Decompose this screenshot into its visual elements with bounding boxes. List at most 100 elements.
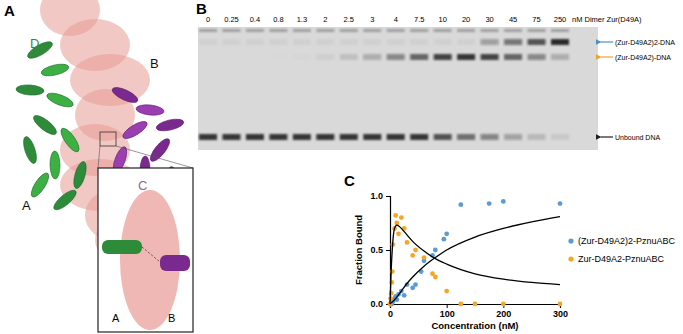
- chain-green: [16, 39, 89, 213]
- helix: [28, 171, 52, 200]
- gel-band: [340, 39, 358, 45]
- chain-label: C: [138, 178, 147, 193]
- helix: [110, 85, 140, 106]
- gel-band: [410, 39, 428, 45]
- tick-label: 300: [553, 309, 568, 319]
- tick-label: 0.0: [370, 299, 383, 309]
- lane-label: 4: [394, 15, 398, 24]
- inset-helix: [102, 240, 142, 254]
- helix: [21, 135, 39, 165]
- gel-well: [504, 29, 522, 32]
- gel-well: [410, 29, 428, 32]
- lane-label: 7.5: [414, 15, 424, 24]
- tick: 0.5: [370, 245, 390, 255]
- legend-marker: [568, 238, 573, 243]
- point: [413, 248, 418, 253]
- lane-label: 2: [323, 15, 327, 24]
- gel-band: [528, 134, 546, 140]
- inset-label: A: [112, 312, 120, 324]
- point: [413, 282, 418, 287]
- gel-band: [551, 134, 569, 140]
- band-label: Unbound DNA: [615, 134, 660, 141]
- gel-band: [504, 54, 522, 60]
- x-axis: 0100200300: [388, 304, 568, 319]
- y-axis: 0.0 0.5 1.0: [370, 191, 390, 309]
- lane-label: 0.4: [250, 15, 260, 24]
- point: [458, 302, 463, 307]
- panel-label: C: [344, 172, 355, 189]
- helix: [45, 90, 75, 109]
- gel-band: [269, 134, 287, 140]
- gel-well: [434, 29, 452, 32]
- band-arrow: [601, 56, 613, 57]
- gel-well: [199, 29, 217, 32]
- gel-band: [222, 39, 240, 45]
- legend-label: Zur-D49A2-PznuABC: [578, 254, 665, 264]
- point: [558, 201, 563, 206]
- gel-band: [363, 134, 381, 140]
- tick-mark: [386, 250, 390, 251]
- panel-label: A: [4, 2, 15, 19]
- gel-well: [363, 29, 381, 32]
- gel-band: [387, 134, 405, 140]
- gel-band: [434, 134, 452, 140]
- lane-label: 3: [370, 15, 374, 24]
- inset-helix: [160, 255, 190, 271]
- tick-label: 1.0: [370, 191, 383, 201]
- lane-label: 0.25: [224, 15, 239, 24]
- gel-band: [293, 39, 311, 45]
- point: [441, 237, 446, 242]
- tick-label: 0: [388, 309, 393, 319]
- lane-label: 2.5: [344, 15, 354, 24]
- point: [402, 293, 407, 298]
- point: [558, 302, 563, 307]
- gel-well: [269, 29, 287, 32]
- tick-label: 100: [440, 309, 455, 319]
- band-arrow: [601, 136, 613, 137]
- panel-c: C01002003000.00.51.0Concentration (nM)Fr…: [344, 172, 676, 331]
- gel-band: [293, 54, 311, 60]
- gel-band: [269, 54, 287, 60]
- lane-label: 0.8: [273, 15, 283, 24]
- panel-b: B00.250.40.81.322.5347.51020304575250nM …: [196, 0, 675, 150]
- gel-well: [340, 29, 358, 32]
- point: [473, 302, 478, 307]
- lane-label: 0: [206, 15, 210, 24]
- gel-band: [316, 39, 334, 45]
- gel-band: [340, 134, 358, 140]
- gel-band: [269, 39, 287, 45]
- gel-well: [293, 29, 311, 32]
- gel-well: [387, 29, 405, 32]
- lane-label: 75: [532, 15, 540, 24]
- helix: [58, 126, 82, 155]
- point: [444, 289, 449, 294]
- point: [433, 248, 438, 253]
- legend-label: (Zur-D49A2)2-PznuABC: [578, 236, 676, 246]
- gel-band: [410, 54, 428, 60]
- gel-well: [246, 29, 264, 32]
- gel-band: [481, 54, 499, 60]
- fit-line: [390, 217, 560, 304]
- gel-band: [504, 39, 522, 45]
- gel-bands: [199, 29, 569, 140]
- point: [389, 291, 394, 296]
- inset-frame: [98, 168, 193, 332]
- lane-label: 30: [485, 15, 493, 24]
- lane-unit: nM Dimer Zur(D49A): [572, 15, 642, 24]
- lane-label: 10: [438, 15, 446, 24]
- gel-band: [457, 39, 475, 45]
- plot-marks: [388, 199, 563, 306]
- gel-band: [246, 134, 264, 140]
- helix: [50, 151, 60, 179]
- gel-well: [222, 29, 240, 32]
- gel-band: [551, 39, 569, 45]
- gel-band: [199, 134, 217, 140]
- inset-bond: [142, 247, 160, 262]
- legend: (Zur-D49A2)2-PznuABC Zur-D49A2-PznuABC: [568, 236, 675, 264]
- point: [487, 201, 492, 206]
- figure: ADBACABB00.250.40.81.322.5347.5102030457…: [0, 0, 683, 334]
- tick-label: 0.5: [370, 245, 383, 255]
- point: [405, 240, 410, 245]
- gel-band: [246, 54, 264, 60]
- gel-band: [434, 54, 452, 60]
